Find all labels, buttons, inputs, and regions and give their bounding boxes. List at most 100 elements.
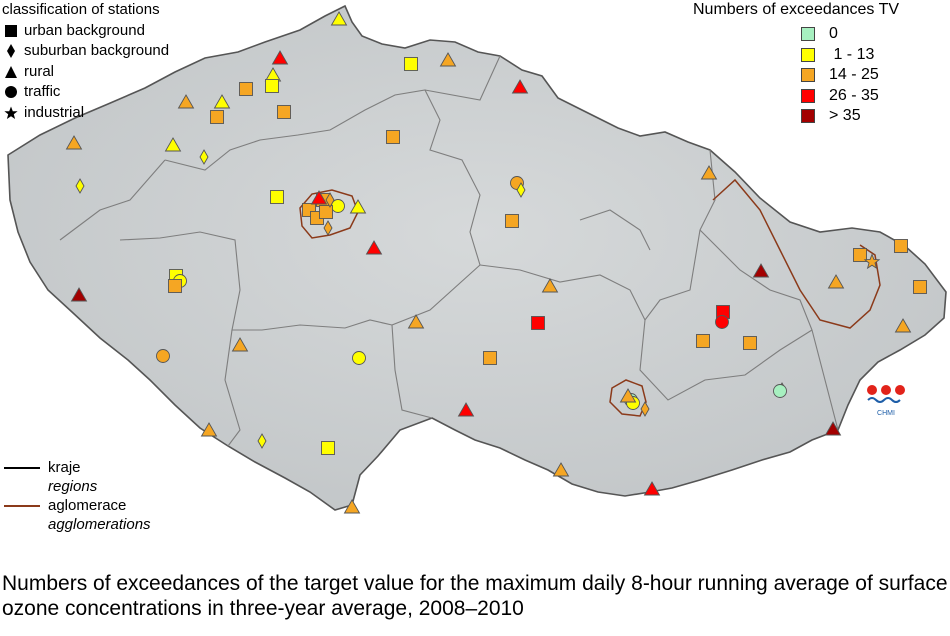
triangle-icon [5, 65, 17, 78]
station-legend-title: classification of stations [2, 1, 160, 18]
station-suburban-background [199, 149, 209, 165]
station-rural [552, 462, 570, 477]
station-markers [65, 11, 927, 514]
station-rural [752, 263, 770, 278]
station-rural [457, 402, 475, 417]
station-suburban-background [75, 178, 85, 194]
station-industrial [863, 253, 881, 270]
legend-class-1: 1 - 13 [801, 45, 899, 66]
legend-label: industrial [24, 103, 85, 121]
station-urban-background [270, 190, 284, 204]
station-urban-background [265, 79, 279, 93]
station-traffic [156, 349, 170, 363]
swatch [801, 68, 815, 83]
map-canvas [7, 4, 947, 514]
swatch [801, 88, 815, 103]
station-rural [827, 274, 845, 289]
ostrava-agglomeration [712, 178, 881, 329]
station-rural [343, 499, 361, 514]
station-rural [231, 337, 249, 352]
station-urban-background [913, 280, 927, 294]
station-rural [643, 481, 661, 496]
legend-rural: rural [2, 62, 169, 83]
star-icon [4, 106, 18, 119]
chmi-logo-text: CHMI [877, 410, 895, 417]
station-rural [164, 137, 182, 152]
legend-label: 14 - 25 [829, 66, 879, 84]
legend-agglomerations: aglomerace [4, 496, 151, 515]
map-caption: Numbers of exceedances of the target val… [2, 572, 948, 620]
station-traffic [773, 384, 787, 398]
station-suburban-background [323, 220, 333, 236]
square-icon [5, 24, 17, 37]
station-urban-background [239, 82, 253, 96]
station-rural [271, 50, 289, 65]
legend-label: > 35 [829, 107, 861, 125]
station-rural [330, 11, 348, 26]
legend-label: 26 - 35 [829, 86, 879, 104]
legend-label: suburban background [24, 42, 170, 59]
legend-industrial: industrial [2, 103, 169, 124]
exceedance-legend-title: Numbers of exceedances TV [693, 1, 900, 18]
legend-class-3: 26 - 35 [801, 86, 899, 107]
station-rural [70, 287, 88, 302]
legend-label: traffic [24, 83, 61, 100]
station-rural [541, 278, 559, 293]
station-suburban-background [325, 192, 335, 208]
swatch [801, 27, 815, 42]
station-rural [511, 79, 529, 94]
station-rural [200, 422, 218, 437]
legend-label: urban background [24, 21, 145, 39]
legend-label: 0 [829, 25, 838, 43]
chmi-logo: CHMI [866, 383, 906, 417]
legend-label: aglomerace [48, 497, 127, 514]
station-rural [439, 52, 457, 67]
station-urban-background [404, 57, 418, 71]
station-urban-background [743, 336, 757, 350]
country-outline [7, 4, 947, 511]
station-rural [177, 94, 195, 109]
station-classification-legend: classification of stations urban backgro… [2, 0, 169, 123]
station-urban-background [168, 279, 182, 293]
boundary-legend: kraje regions aglomerace agglomerations [4, 458, 151, 534]
circle-icon [5, 86, 17, 99]
prague-agglomeration [299, 189, 359, 239]
legend-regions: kraje [4, 458, 151, 477]
station-rural [824, 421, 842, 436]
station-urban-background [853, 248, 867, 262]
legend-label: rural [24, 62, 55, 80]
legend-class-0: 0 [801, 24, 899, 45]
station-rural [619, 388, 637, 403]
station-traffic [352, 351, 366, 365]
legend-label-en: regions [48, 478, 98, 495]
legend-traffic: traffic [2, 82, 169, 103]
agglomeration-line-icon [4, 504, 40, 507]
legend-suburban-background: suburban background [2, 41, 169, 62]
station-suburban-background [516, 182, 526, 198]
station-suburban-background [257, 433, 267, 449]
station-urban-background [894, 239, 908, 253]
station-traffic [715, 315, 729, 329]
station-rural [700, 165, 718, 180]
diamond-icon [7, 44, 15, 59]
station-rural [365, 240, 383, 255]
station-suburban-background [640, 401, 650, 417]
legend-label: kraje [48, 459, 81, 476]
region-line-icon [4, 466, 40, 469]
swatch [801, 47, 815, 62]
station-urban-background [696, 334, 710, 348]
station-urban-background [531, 316, 545, 330]
station-urban-background [386, 130, 400, 144]
station-urban-background [277, 105, 291, 119]
station-urban-background [321, 441, 335, 455]
legend-class-4: > 35 [801, 106, 899, 127]
legend-label: 1 - 13 [829, 45, 875, 63]
swatch [801, 109, 815, 124]
station-rural [65, 135, 83, 150]
station-rural [349, 199, 367, 214]
region-boundaries [59, 55, 839, 447]
station-rural [407, 314, 425, 329]
station-rural [213, 94, 231, 109]
exceedance-legend: Numbers of exceedances TV 0 1 - 13 14 - … [693, 0, 899, 127]
chmi-logo-icon [867, 385, 905, 403]
